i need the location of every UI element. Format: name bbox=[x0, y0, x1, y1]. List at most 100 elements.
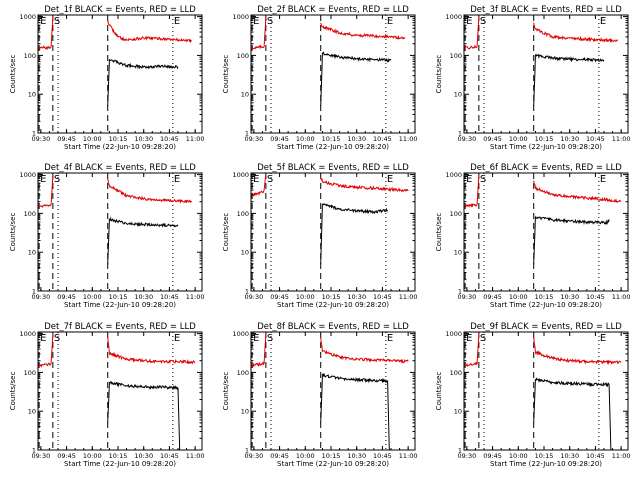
x-axis-label: Start Time (22-Jun-10 09:28:20) bbox=[64, 301, 176, 309]
x-tick-label: 10:15 bbox=[322, 293, 341, 301]
marker-label: E bbox=[466, 174, 472, 185]
x-tick-label: 11:00 bbox=[612, 135, 631, 143]
x-tick-label: 10:30 bbox=[560, 293, 579, 301]
marker-label: S bbox=[54, 174, 60, 185]
plot-frame bbox=[37, 14, 203, 134]
x-tick-label: 09:45 bbox=[483, 135, 502, 143]
x-tick-label: 11:00 bbox=[186, 293, 205, 301]
x-tick-label: 10:15 bbox=[109, 293, 128, 301]
y-axis-label: Counts/sec bbox=[222, 213, 230, 252]
x-tick-label: 10:15 bbox=[322, 135, 341, 143]
x-axis-label: Start Time (22-Jun-10 09:28:20) bbox=[277, 143, 389, 151]
y-tick-label: 10 bbox=[454, 408, 462, 416]
y-axis-label: Counts/sec bbox=[435, 372, 443, 411]
x-tick-label: 10:00 bbox=[83, 135, 102, 143]
marker-label: S bbox=[54, 16, 60, 27]
panel-title: Det_3f BLACK = Events, RED = LLD bbox=[470, 5, 622, 15]
marker-label: S bbox=[267, 16, 273, 27]
x-tick-label: 09:30 bbox=[244, 452, 263, 460]
events-series-line bbox=[107, 216, 179, 264]
panel-title: Det_6f BLACK = Events, RED = LLD bbox=[470, 163, 622, 173]
x-axis-label: Start Time (22-Jun-10 09:28:20) bbox=[490, 143, 602, 151]
x-tick-label: 10:45 bbox=[160, 135, 179, 143]
events-series-line bbox=[107, 380, 181, 451]
x-axis-label: Start Time (22-Jun-10 09:28:20) bbox=[490, 460, 602, 468]
y-tick-label: 10 bbox=[28, 249, 36, 257]
marker-label: E bbox=[600, 174, 606, 185]
x-tick-label: 11:00 bbox=[399, 293, 418, 301]
marker-label: E bbox=[387, 174, 393, 185]
marker-label: E bbox=[387, 333, 393, 344]
x-axis-label: Start Time (22-Jun-10 09:28:20) bbox=[64, 143, 176, 151]
events-series-line bbox=[107, 59, 179, 106]
panel-title: Det_4f BLACK = Events, RED = LLD bbox=[44, 163, 196, 173]
x-tick-label: 09:30 bbox=[244, 293, 263, 301]
x-tick-label: 10:15 bbox=[322, 452, 341, 460]
x-tick-label: 10:30 bbox=[134, 293, 153, 301]
x-tick-label: 10:45 bbox=[586, 293, 605, 301]
events-series-line bbox=[320, 372, 390, 451]
lld-series-line bbox=[463, 16, 619, 50]
panel-title: Det_2f BLACK = Events, RED = LLD bbox=[257, 5, 409, 15]
marker-label: S bbox=[267, 333, 273, 344]
marker-label: S bbox=[267, 174, 273, 185]
x-axis-label: Start Time (22-Jun-10 09:28:20) bbox=[490, 301, 602, 309]
x-tick-label: 09:45 bbox=[270, 293, 289, 301]
plot-frame bbox=[37, 331, 203, 451]
y-axis-label: Counts/sec bbox=[9, 372, 17, 411]
plot-frame bbox=[463, 172, 629, 292]
x-tick-label: 10:45 bbox=[586, 452, 605, 460]
marker-label: E bbox=[174, 174, 180, 185]
y-tick-label: 100 bbox=[450, 369, 462, 377]
x-tick-label: 10:30 bbox=[560, 135, 579, 143]
lld-series-line bbox=[37, 174, 192, 208]
x-tick-label: 10:45 bbox=[373, 452, 392, 460]
y-tick-label: 10 bbox=[28, 91, 36, 99]
y-tick-label: 1000 bbox=[445, 171, 462, 179]
y-tick-label: 10 bbox=[241, 408, 249, 416]
x-tick-label: 10:30 bbox=[560, 452, 579, 460]
marker-label: S bbox=[54, 333, 60, 344]
x-tick-label: 10:30 bbox=[134, 452, 153, 460]
lld-series-line bbox=[250, 333, 409, 369]
x-tick-label: 10:00 bbox=[83, 293, 102, 301]
x-tick-label: 09:45 bbox=[57, 135, 76, 143]
y-tick-label: 1000 bbox=[232, 330, 249, 338]
x-tick-label: 10:45 bbox=[373, 293, 392, 301]
y-axis-label: Counts/sec bbox=[435, 213, 443, 252]
x-tick-label: 09:45 bbox=[483, 452, 502, 460]
x-tick-label: 10:00 bbox=[296, 293, 315, 301]
y-tick-label: 100 bbox=[237, 210, 249, 218]
marker-label: S bbox=[480, 16, 486, 27]
marker-label: E bbox=[174, 333, 180, 344]
y-axis-label: Counts/sec bbox=[9, 55, 17, 94]
y-tick-label: 10 bbox=[241, 249, 249, 257]
x-tick-label: 11:00 bbox=[399, 452, 418, 460]
x-tick-label: 09:45 bbox=[270, 135, 289, 143]
marker-label: E bbox=[253, 16, 259, 27]
y-tick-label: 100 bbox=[450, 52, 462, 60]
plot-frame bbox=[250, 331, 416, 451]
x-tick-label: 11:00 bbox=[612, 293, 631, 301]
x-tick-label: 10:30 bbox=[347, 452, 366, 460]
x-tick-label: 09:30 bbox=[457, 293, 476, 301]
x-tick-label: 10:15 bbox=[109, 452, 128, 460]
x-tick-label: 10:45 bbox=[373, 135, 392, 143]
x-tick-label: 11:00 bbox=[186, 452, 205, 460]
plot-frame bbox=[463, 14, 629, 134]
y-tick-label: 1 bbox=[32, 288, 36, 296]
x-tick-label: 10:00 bbox=[83, 452, 102, 460]
x-tick-label: 10:00 bbox=[509, 452, 528, 460]
x-axis-label: Start Time (22-Jun-10 09:28:20) bbox=[64, 460, 176, 468]
x-tick-label: 11:00 bbox=[399, 135, 418, 143]
x-tick-label: 11:00 bbox=[186, 135, 205, 143]
y-tick-label: 1000 bbox=[19, 13, 36, 21]
panel-title: Det_8f BLACK = Events, RED = LLD bbox=[257, 322, 409, 332]
marker-label: E bbox=[387, 16, 393, 27]
x-tick-label: 09:30 bbox=[31, 135, 50, 143]
